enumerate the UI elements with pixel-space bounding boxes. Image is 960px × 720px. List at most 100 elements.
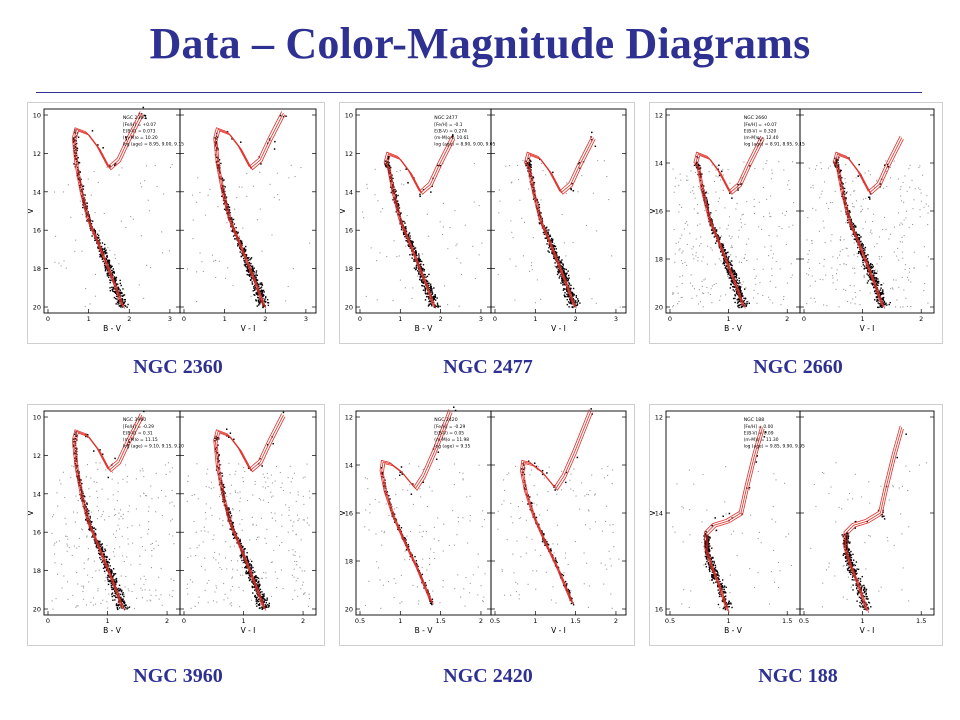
isochrone-curve <box>845 427 903 612</box>
inset-cluster-name: NGC 2360 <box>123 115 146 121</box>
x-tick-label: 1.5 <box>435 617 445 625</box>
isochrones <box>71 111 144 309</box>
inset-parameter: [Fe/H] = 0.00 <box>744 424 774 430</box>
x-tick-label: 0 <box>802 315 806 323</box>
field-stars <box>497 160 621 308</box>
isochrone-curve <box>525 137 594 308</box>
cluster-caption: NGC 3960 <box>133 665 223 687</box>
y-axis-label: V <box>28 208 35 214</box>
right-cmd-plot: 0.5 1 1.5 V - I <box>799 410 935 635</box>
x-tick-label: 1 <box>727 315 731 323</box>
inset-parameter: (m-M)o = 11.15 <box>123 437 158 443</box>
isochrone-curve <box>75 114 144 309</box>
x-tick-label: 1 <box>533 617 537 625</box>
isochrone-curve <box>216 114 286 309</box>
isochrone-curve <box>379 409 450 602</box>
x-tick-label: 0 <box>358 315 362 323</box>
x-tick-label: 1 <box>727 617 731 625</box>
x-axis-label: B - V <box>415 626 434 635</box>
right-cmd-plot: 0 1 2 V - I <box>179 410 317 635</box>
x-axis-label: V - I <box>241 626 256 635</box>
inset-parameter: E(B-V) = 0.31 <box>123 431 153 437</box>
inset-parameter: E(B-V) = 0.073 <box>123 129 156 135</box>
isochrone-curve <box>834 137 903 308</box>
x-axis-label: V - I <box>551 626 566 635</box>
field-stars <box>51 462 175 610</box>
inset-parameter: [Fe/H] = +0.07 <box>123 122 156 128</box>
y-tick-label: 20 <box>345 304 353 312</box>
isochrone-curve <box>843 425 901 610</box>
y-axis-label: V <box>340 510 347 516</box>
x-axis-label: B - V <box>724 626 743 635</box>
isochrones <box>832 135 904 309</box>
isochrone-curve <box>693 135 762 306</box>
isochrone-curve <box>835 139 904 309</box>
x-tick-label: 3 <box>614 315 618 323</box>
inset-parameter: [Fe/H] = +0.07 <box>744 122 777 128</box>
x-tick-label: 0 <box>46 315 50 323</box>
isochrones <box>213 413 286 611</box>
x-tick-label: 2 <box>165 617 169 625</box>
isochrone-curve <box>75 416 144 611</box>
y-axis-label: V <box>340 208 347 214</box>
x-tick-label: 1 <box>398 617 402 625</box>
x-axis-label: B - V <box>103 626 122 635</box>
isochrone-curve <box>383 135 452 306</box>
cluster-caption: NGC 2360 <box>133 356 223 378</box>
x-tick-label: 0.5 <box>799 617 809 625</box>
x-tick-label: 1.5 <box>916 617 926 625</box>
y-tick-label: 16 <box>345 510 353 518</box>
isochrone-curve <box>214 112 284 308</box>
y-tick-label: 10 <box>33 112 41 120</box>
y-tick-label: 20 <box>33 606 41 614</box>
x-tick-label: 2 <box>301 617 305 625</box>
isochrone-curve <box>705 427 763 612</box>
isochrone-curve <box>213 111 283 306</box>
x-tick-label: 3 <box>479 315 483 323</box>
isochrones <box>383 135 456 309</box>
y-tick-label: 14 <box>655 160 663 168</box>
isochrone-curve <box>523 412 593 605</box>
cluster-caption: NGC 2477 <box>443 356 533 378</box>
y-axis-label: V <box>650 510 657 516</box>
x-tick-label: 2 <box>127 315 131 323</box>
x-axis-label: V - I <box>551 324 566 333</box>
right-cmd-plot: 0 1 2 V - I <box>799 108 935 333</box>
y-tick-label: 12 <box>655 414 663 422</box>
x-tick-label: 2 <box>785 315 789 323</box>
inset-parameter: (m-M)o = 11.98 <box>434 437 469 443</box>
y-tick-label: 18 <box>33 567 41 575</box>
inset-parameter: E(B-V) = 0.320 <box>744 129 777 135</box>
inset-parameter: (m-M)o = 11.30 <box>744 437 779 443</box>
isochrones <box>213 111 286 309</box>
isochrone-curve <box>386 139 456 309</box>
inset-cluster-name: NGC 188 <box>744 417 765 423</box>
x-tick-label: 1 <box>533 315 537 323</box>
isochrone-curve <box>73 414 143 610</box>
cluster-caption: NGC 2420 <box>443 665 533 687</box>
x-tick-label: 0.5 <box>355 617 365 625</box>
cluster-stars <box>703 431 767 611</box>
y-axis-label: V <box>28 510 35 516</box>
isochrone-curve <box>73 112 143 308</box>
y-tick-label: 20 <box>655 304 663 312</box>
isochrone-curve <box>71 413 141 608</box>
title-divider <box>36 92 922 93</box>
inset-cluster-name: NGC 2477 <box>434 115 457 121</box>
x-tick-label: 1 <box>861 617 865 625</box>
y-tick-label: 16 <box>655 208 663 216</box>
x-tick-label: 3 <box>304 315 308 323</box>
y-tick-label: 12 <box>345 414 353 422</box>
y-tick-label: 18 <box>345 558 353 566</box>
x-tick-label: 0.5 <box>490 617 500 625</box>
isochrone-curve <box>707 428 765 613</box>
